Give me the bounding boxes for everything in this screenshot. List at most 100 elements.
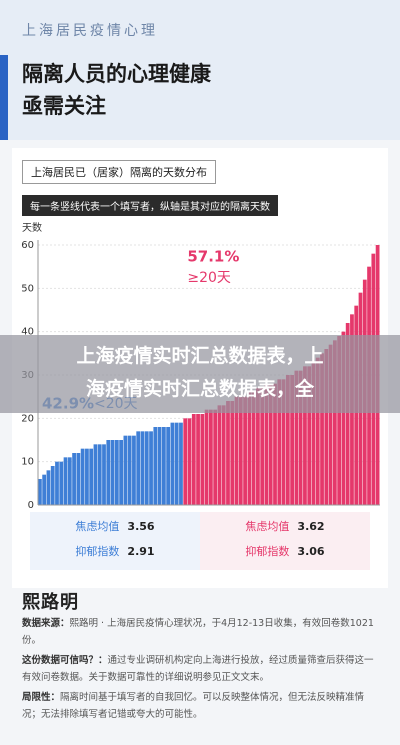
note-label: 局限性： <box>22 692 61 703</box>
bar <box>187 418 192 505</box>
bar <box>97 444 102 505</box>
bar <box>179 422 183 505</box>
bar <box>38 479 42 505</box>
bar <box>303 366 307 505</box>
note-label: 这份数据可信吗？： <box>22 655 108 666</box>
bar <box>200 414 205 505</box>
note: 这份数据可信吗？：通过专业调研机构定向上海进行投放，经过质量筛查后获得这一有效问… <box>22 652 378 686</box>
bar <box>80 448 85 505</box>
y-tick-label: 50 <box>21 283 34 294</box>
stat-row: 抑郁指数 2.91 <box>30 543 200 559</box>
bar <box>294 370 299 505</box>
note-text: 通过专业调研机构定向上海进行投放，经过质量筛查后获得这一有效问卷数据。关于数据可… <box>22 655 374 683</box>
bar <box>191 414 196 505</box>
bar <box>119 440 123 505</box>
accent-bar <box>0 55 8 140</box>
bar <box>93 444 98 505</box>
share-label: 57.1% <box>187 248 239 266</box>
stats-box: 焦虑均值 3.62 抑郁指数 3.06 <box>200 512 370 570</box>
bar <box>290 375 294 505</box>
stat-row: 焦虑均值 3.62 <box>200 518 370 534</box>
bar <box>311 362 316 505</box>
stat-label: 焦虑均值 <box>75 520 120 533</box>
bar <box>153 427 158 505</box>
bar <box>345 323 350 505</box>
bar <box>238 396 243 505</box>
y-axis-label: 天数 <box>22 221 42 234</box>
note: 局限性：隔离时间基于填写者的自我回忆。可以反映整体情况，但无法反映精准情况；无法… <box>22 689 378 723</box>
bar <box>209 409 213 505</box>
bar <box>136 431 141 505</box>
stat-value: 3.62 <box>297 520 325 533</box>
chart: 天数 010203040506042.9%<20天57.1%≥20天 <box>21 221 380 511</box>
bar <box>298 370 303 505</box>
chart-subtitle: 每一条竖线代表一个填写者，纵轴是其对应的隔离天数 <box>22 195 278 216</box>
bar <box>144 431 149 505</box>
bar <box>341 331 346 505</box>
bar <box>123 435 128 505</box>
bar <box>102 444 106 505</box>
note-label: 数据来源： <box>22 618 70 629</box>
chart-title: 上海居民已（居家）隔离的天数分布 <box>22 160 216 184</box>
bar <box>59 461 64 505</box>
bar <box>247 392 252 505</box>
note-text: 隔离时间基于填写者的自我回忆。可以反映整体情况，但无法反映精准情况；无法排除填写… <box>22 692 365 720</box>
bar <box>76 453 81 505</box>
bar <box>285 375 290 505</box>
bar <box>106 440 111 505</box>
bar <box>55 461 59 505</box>
bar <box>337 336 342 505</box>
bar <box>320 353 324 505</box>
range-label: ≥20天 <box>187 270 231 286</box>
overlay-band <box>0 335 400 413</box>
bar <box>213 409 218 505</box>
bar <box>127 435 132 505</box>
bar <box>161 427 166 505</box>
stat-value: 3.06 <box>297 545 325 558</box>
y-tick-label: 40 <box>21 327 34 338</box>
stat-label: 抑郁指数 <box>245 545 290 558</box>
bar <box>251 392 256 505</box>
bar <box>226 401 230 505</box>
bar <box>328 344 333 505</box>
overlay-text: 上海疫情实时汇总数据表，上 海疫情实时汇总数据表，全 <box>0 340 400 406</box>
bar <box>230 401 235 505</box>
stat-value: 3.56 <box>127 520 155 533</box>
bar <box>89 448 94 505</box>
bar <box>324 349 329 505</box>
bar <box>268 383 273 505</box>
bar <box>114 440 119 505</box>
bar <box>332 340 337 505</box>
title: 隔离人员的心理健康 <box>22 62 211 86</box>
overlay-line: 上海疫情实时汇总数据表，上 <box>76 345 324 367</box>
bar <box>264 383 269 505</box>
bar <box>307 366 312 505</box>
bar <box>140 431 145 505</box>
header-bg <box>0 0 400 140</box>
bar <box>42 474 47 505</box>
bar <box>196 414 200 505</box>
stat-row: 焦虑均值 3.56 <box>30 518 200 534</box>
bar <box>110 440 115 505</box>
y-tick-label: 10 <box>21 457 34 468</box>
bar <box>63 457 68 505</box>
notes: 数据来源：熙路明 · 上海居民疫情心理状况，于4月12-13日收集，有效回卷数1… <box>22 615 378 726</box>
bar <box>132 435 136 505</box>
bar <box>204 409 209 505</box>
bar <box>183 418 188 505</box>
bar <box>315 357 320 505</box>
bar <box>50 466 55 505</box>
bar <box>72 453 76 505</box>
bar <box>217 405 222 505</box>
y-tick-label: 0 <box>28 500 34 511</box>
bar <box>46 470 51 505</box>
y-tick-label: 20 <box>21 413 34 424</box>
logo: 熙路明 <box>22 592 79 613</box>
title: 亟需关注 <box>22 94 106 118</box>
note: 数据来源：熙路明 · 上海居民疫情心理状况，于4月12-13日收集，有效回卷数1… <box>22 615 378 649</box>
stat-row: 抑郁指数 3.06 <box>200 543 370 559</box>
bar <box>273 383 277 505</box>
bar <box>234 396 239 505</box>
note-text: 熙路明 · 上海居民疫情心理状况，于4月12-13日收集，有效回卷数1021份。 <box>22 618 374 646</box>
bar <box>170 422 175 505</box>
